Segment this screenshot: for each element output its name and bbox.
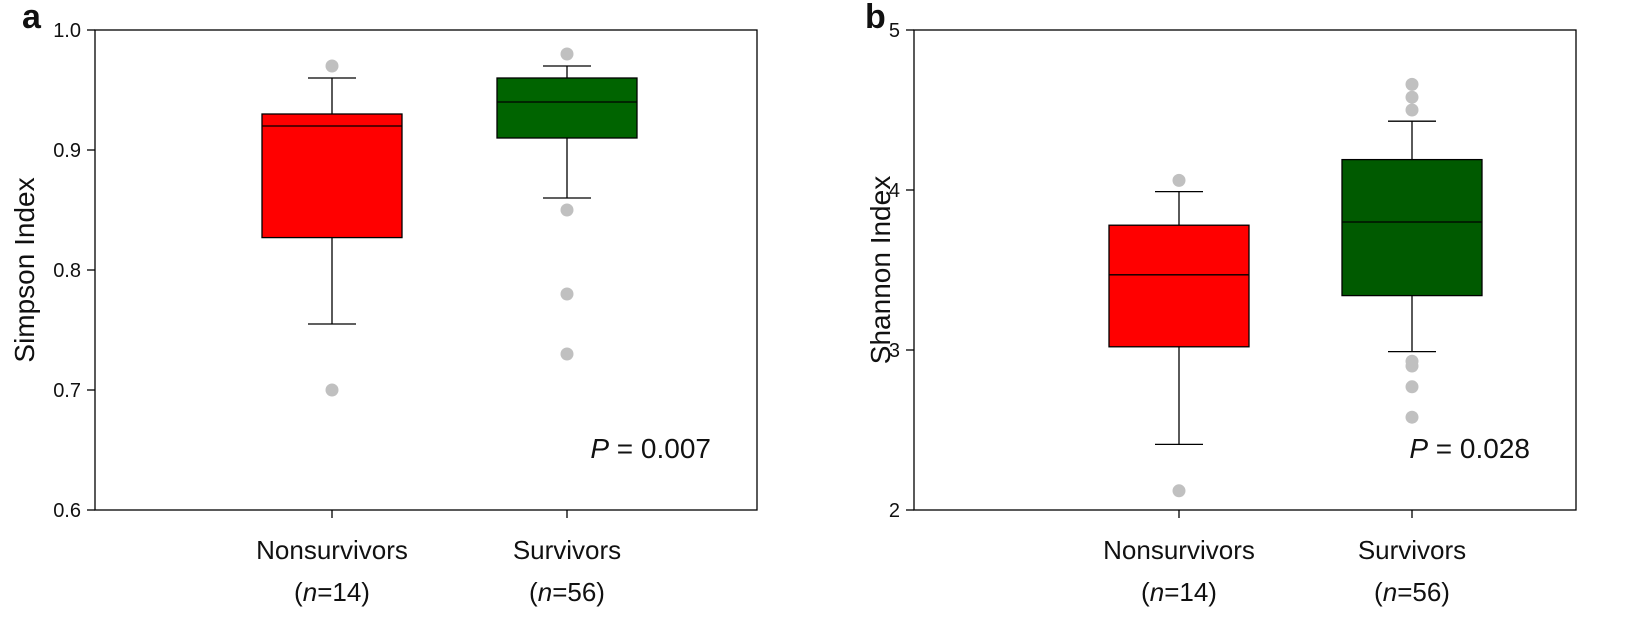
- iqr-box: [1108, 224, 1250, 348]
- y-tick-label: 4: [889, 180, 900, 202]
- p-value-label: P = 0.028: [1409, 433, 1530, 464]
- category-label: Survivors: [513, 535, 621, 565]
- category-label: Survivors: [1358, 535, 1466, 565]
- panel-a: a 0.6 0.7 0.8 0.9 1.0 Simpson Index Nonsurvivor…: [9, 0, 758, 607]
- panel-label: a: [22, 0, 42, 36]
- outlier-point: [560, 347, 574, 361]
- iqr-box: [261, 113, 403, 239]
- outlier-point: [560, 47, 574, 61]
- outlier-point: [1172, 484, 1186, 498]
- box-survivors: Survivors (n=56): [496, 47, 638, 607]
- y-tick-label: 5: [889, 20, 900, 42]
- category-label: Nonsurvivors: [256, 535, 408, 565]
- y-tick-label: 0.9: [53, 140, 81, 162]
- outlier-point: [325, 383, 339, 397]
- outlier-point: [1405, 380, 1419, 394]
- box-nonsurvivors: Nonsurvivors (n=14): [256, 59, 408, 607]
- sample-size-label: (n=56): [1374, 577, 1450, 607]
- plot-frame: [913, 29, 1577, 511]
- outlier-point: [560, 203, 574, 217]
- y-tick-label: 3: [889, 340, 900, 362]
- box-survivors: Survivors (n=56): [1341, 77, 1483, 607]
- iqr-box: [1341, 158, 1483, 297]
- outlier-point: [560, 287, 574, 301]
- box-nonsurvivors: Nonsurvivors (n=14): [1103, 173, 1255, 607]
- y-tick-label: 0.7: [53, 380, 81, 402]
- outlier-point: [1405, 103, 1419, 117]
- y-tick-label: 2: [889, 500, 900, 522]
- outlier-point: [1172, 173, 1186, 187]
- outlier-point: [1405, 77, 1419, 91]
- iqr-box: [496, 77, 638, 139]
- y-axis-label: Simpson Index: [9, 177, 40, 362]
- p-value-label: P = 0.007: [590, 433, 711, 464]
- y-tick-label: 0.6: [53, 500, 81, 522]
- panel-label: b: [865, 0, 886, 36]
- y-tick-label: 1.0: [53, 20, 81, 42]
- outlier-point: [325, 59, 339, 73]
- category-label: Nonsurvivors: [1103, 535, 1255, 565]
- sample-size-label: (n=56): [529, 577, 605, 607]
- outlier-point: [1405, 410, 1419, 424]
- panel-b: b 2 3 4 5 Shannon Index Nonsurvivors (n=14) Surv…: [865, 0, 1577, 607]
- y-axis-label: Shannon Index: [865, 176, 896, 364]
- outlier-point: [1405, 90, 1419, 104]
- sample-size-label: (n=14): [1141, 577, 1217, 607]
- sample-size-label: (n=14): [294, 577, 370, 607]
- y-tick-label: 0.8: [53, 260, 81, 282]
- outlier-point: [1405, 359, 1419, 373]
